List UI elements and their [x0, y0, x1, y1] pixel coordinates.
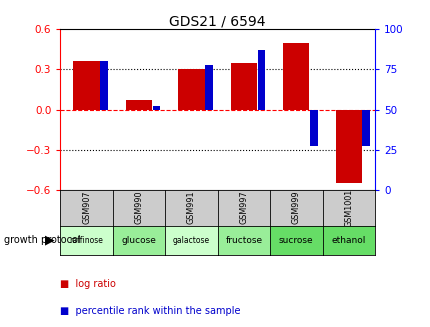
Title: GDS21 / 6594: GDS21 / 6594	[169, 14, 265, 28]
Text: galactose: galactose	[172, 236, 209, 245]
Text: ▶: ▶	[45, 234, 54, 247]
Text: ■  percentile rank within the sample: ■ percentile rank within the sample	[60, 306, 240, 316]
Bar	[309, 110, 317, 146]
Text: GSM999: GSM999	[291, 191, 300, 224]
Bar	[362, 110, 369, 146]
Text: GSM991: GSM991	[187, 191, 196, 224]
Text: GSM907: GSM907	[82, 191, 91, 224]
Text: GSM1001: GSM1001	[344, 189, 353, 227]
Text: raffinose: raffinose	[70, 236, 103, 245]
Bar	[230, 63, 256, 110]
Bar	[100, 61, 108, 110]
Text: GSM990: GSM990	[134, 191, 143, 224]
Text: ■  log ratio: ■ log ratio	[60, 280, 116, 289]
Bar	[283, 43, 309, 110]
Bar	[152, 106, 160, 110]
Text: ethanol: ethanol	[331, 236, 365, 245]
Bar	[178, 70, 204, 110]
Bar	[126, 100, 152, 110]
Bar	[335, 110, 361, 183]
Text: sucrose: sucrose	[278, 236, 313, 245]
Bar	[257, 50, 265, 110]
Bar	[73, 61, 99, 110]
Bar	[205, 65, 212, 110]
Text: fructose: fructose	[225, 236, 262, 245]
Text: glucose: glucose	[121, 236, 156, 245]
Text: GSM997: GSM997	[239, 191, 248, 224]
Text: growth protocol: growth protocol	[4, 235, 81, 245]
